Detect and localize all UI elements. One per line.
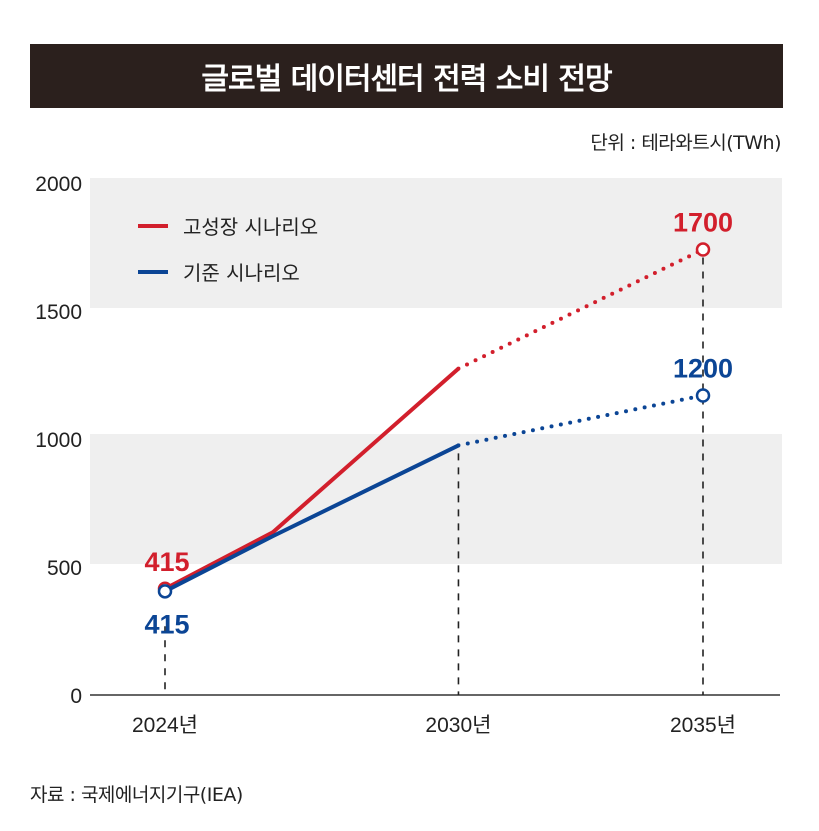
data-label: 1200 <box>673 353 733 383</box>
series-line-projection <box>456 247 705 371</box>
x-tick-label: 2035년 <box>670 714 736 737</box>
y-tick-label: 1000 <box>35 429 82 452</box>
data-point-marker <box>695 242 711 257</box>
legend-label: 고성장 시나리오 <box>183 215 318 239</box>
unit-label: 단위 : 테라와트시(TWh) <box>590 132 781 154</box>
data-point-marker <box>157 584 173 599</box>
background-band <box>90 434 782 564</box>
series-line-solid <box>164 367 460 591</box>
data-label: 415 <box>144 547 189 577</box>
chart-title: 글로벌 데이터센터 전력 소비 전망 <box>30 44 783 108</box>
series-line-solid <box>164 443 460 594</box>
data-label: 415 <box>144 609 189 639</box>
x-tick-label: 2030년 <box>425 714 491 737</box>
source-note: 자료 : 국제에너지기구(IEA) <box>30 784 243 806</box>
data-point-marker <box>695 388 711 403</box>
y-tick-label: 1500 <box>35 301 82 324</box>
y-tick-label: 2000 <box>35 173 82 196</box>
x-tick-label: 2024년 <box>132 714 198 737</box>
y-tick-label: 0 <box>70 685 82 708</box>
legend-label: 기준 시나리오 <box>183 261 300 285</box>
series-line-projection <box>456 393 705 448</box>
data-label: 1700 <box>673 208 733 238</box>
background-band <box>90 178 782 308</box>
y-tick-label: 500 <box>47 557 82 580</box>
